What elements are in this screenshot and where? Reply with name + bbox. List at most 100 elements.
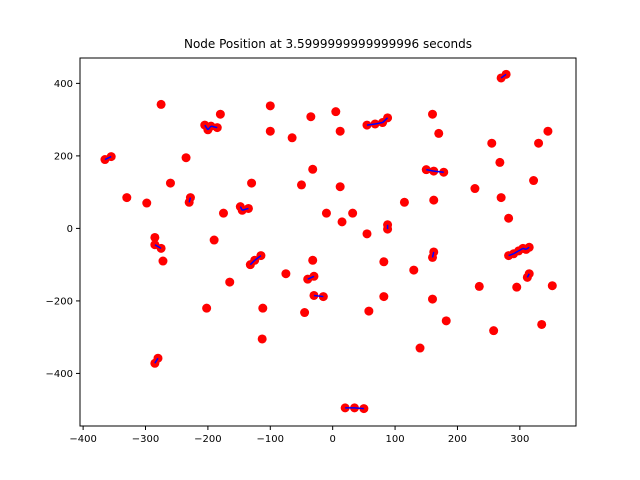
data-point bbox=[335, 126, 345, 136]
data-point bbox=[225, 277, 235, 287]
data-point bbox=[428, 109, 438, 119]
data-point bbox=[321, 208, 331, 218]
data-point bbox=[247, 178, 257, 188]
points-layer bbox=[100, 69, 557, 414]
data-point bbox=[202, 303, 212, 313]
data-point bbox=[209, 235, 219, 245]
data-point bbox=[543, 126, 553, 136]
data-point bbox=[165, 178, 175, 188]
edge-line bbox=[154, 357, 159, 364]
edge-line bbox=[207, 125, 212, 131]
data-point bbox=[218, 208, 228, 218]
edge-line bbox=[249, 259, 256, 266]
edge-line bbox=[522, 247, 527, 251]
data-point bbox=[156, 99, 166, 109]
edge-line bbox=[426, 168, 434, 172]
edge-line bbox=[526, 273, 530, 278]
data-point bbox=[537, 319, 547, 329]
edge-line bbox=[242, 207, 249, 211]
data-point bbox=[495, 157, 505, 167]
data-point bbox=[364, 306, 374, 316]
data-point bbox=[150, 232, 160, 242]
edge-line bbox=[204, 124, 209, 131]
edge-line bbox=[500, 73, 507, 79]
data-point bbox=[470, 184, 480, 194]
data-point bbox=[158, 256, 168, 266]
data-point bbox=[331, 107, 341, 117]
data-point bbox=[362, 229, 372, 239]
edge-line bbox=[104, 155, 112, 161]
x-tick-label: 100 bbox=[386, 434, 405, 445]
y-tick-label: 200 bbox=[54, 151, 73, 162]
edge-line bbox=[431, 251, 435, 258]
x-tick-label: 200 bbox=[448, 434, 467, 445]
edge-line bbox=[313, 294, 324, 298]
data-point bbox=[415, 343, 425, 353]
data-point bbox=[489, 326, 499, 336]
y-tick-label: −400 bbox=[46, 369, 73, 380]
data-point bbox=[308, 164, 318, 174]
data-point bbox=[265, 101, 275, 111]
data-point bbox=[296, 180, 306, 190]
data-point bbox=[287, 133, 297, 143]
plot-frame bbox=[79, 57, 577, 427]
data-point bbox=[306, 112, 316, 122]
x-tick-label: 0 bbox=[329, 434, 335, 445]
edge-line bbox=[154, 244, 162, 249]
data-point bbox=[337, 217, 347, 227]
x-tick-label: 300 bbox=[510, 434, 529, 445]
x-axis: −400 −300 −200 −100 0 100 200 300 bbox=[69, 426, 529, 445]
edges-layer bbox=[104, 73, 530, 410]
x-tick-label: −300 bbox=[132, 434, 159, 445]
data-point bbox=[265, 126, 275, 136]
data-point bbox=[300, 308, 310, 318]
data-point bbox=[215, 109, 225, 119]
edge-line bbox=[210, 125, 218, 129]
data-point bbox=[434, 128, 444, 138]
edge-line bbox=[354, 407, 364, 410]
edge-line bbox=[188, 197, 192, 203]
edge-line bbox=[518, 247, 524, 252]
data-point bbox=[258, 303, 268, 313]
data-point bbox=[399, 197, 409, 207]
edge-line bbox=[508, 253, 514, 257]
y-axis: −400 −200 0 200 400 bbox=[46, 79, 80, 380]
data-point bbox=[428, 294, 438, 304]
edge-line bbox=[513, 250, 519, 255]
data-point bbox=[534, 138, 544, 148]
y-tick-label: 0 bbox=[67, 224, 73, 235]
y-tick-label: −200 bbox=[46, 296, 73, 307]
edge-line bbox=[307, 275, 315, 280]
edge-line bbox=[525, 246, 530, 251]
x-tick-label: −100 bbox=[257, 434, 284, 445]
data-point bbox=[308, 255, 318, 265]
y-tick-label: 400 bbox=[54, 79, 73, 90]
data-point bbox=[257, 334, 267, 344]
data-point bbox=[441, 316, 451, 326]
data-point bbox=[281, 269, 291, 279]
data-point bbox=[512, 282, 522, 292]
edge-line bbox=[366, 123, 376, 126]
edge-line bbox=[382, 117, 389, 124]
x-tick-label: −400 bbox=[69, 434, 96, 445]
data-point bbox=[379, 257, 389, 267]
data-point bbox=[487, 138, 497, 148]
data-point bbox=[348, 208, 358, 218]
data-point bbox=[496, 193, 506, 203]
data-point bbox=[504, 213, 514, 223]
chart-title: Node Position at 3.5999999999999996 seco… bbox=[184, 37, 472, 51]
data-point bbox=[474, 281, 484, 291]
data-point bbox=[379, 292, 389, 302]
edge-line bbox=[433, 170, 444, 173]
x-tick-label: −200 bbox=[194, 434, 221, 445]
data-point bbox=[335, 182, 345, 192]
data-point bbox=[181, 153, 191, 163]
data-point bbox=[142, 198, 152, 208]
data-point bbox=[429, 195, 439, 205]
edge-line bbox=[239, 206, 243, 211]
data-point bbox=[547, 281, 557, 291]
data-point bbox=[122, 193, 132, 203]
data-point bbox=[409, 265, 419, 275]
edge-line bbox=[374, 121, 383, 125]
